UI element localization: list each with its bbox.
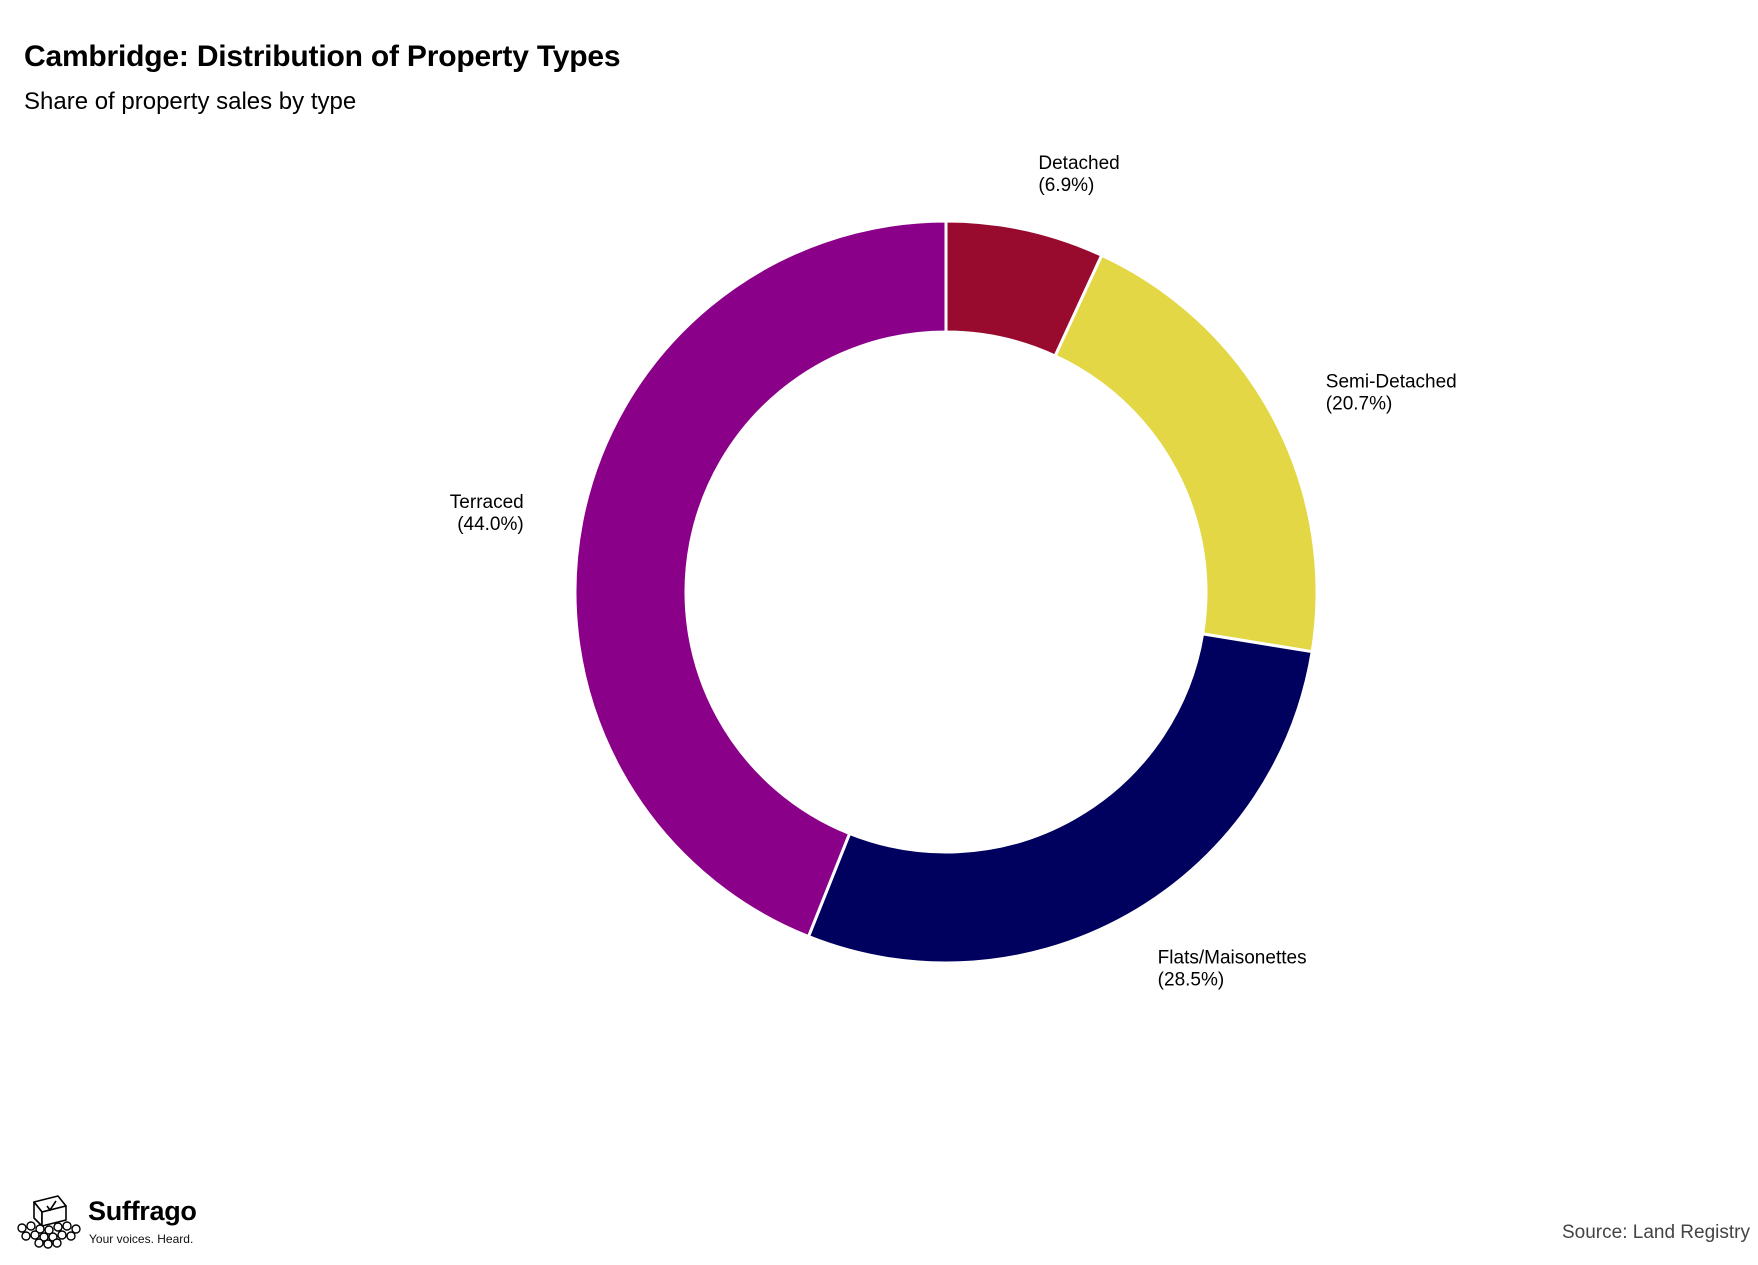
slice-label-value: (28.5%) [1158,969,1225,990]
slice-label-value: (44.0%) [457,514,524,535]
brand-name: Suffrago [88,1196,197,1226]
slice-terraced [573,219,948,939]
donut-slices [573,219,1319,965]
slice-label-detached: Detached (6.9%) [1038,153,1119,196]
slice-semi-detached [1053,253,1319,654]
slice-labels: Detached (6.9%) Semi-Detached (20.7%) Flats/… [450,153,1457,990]
slice-label-name: Semi-Detached [1326,372,1457,393]
slice-flats-maisonettes [806,632,1314,965]
slice-label-terraced: Terraced (44.0%) [450,492,524,535]
slice-label-semi-detached: Semi-Detached (20.7%) [1326,372,1457,415]
source-note: Source: Land Registry [1562,1222,1750,1243]
chart-subtitle: Share of property sales by type [24,88,357,115]
brand-tagline: Your voices. Heard. [89,1232,194,1246]
suffrago-logo-icon [17,1195,81,1249]
slice-label-name: Terraced [450,492,524,513]
slice-label-flats-maisonettes: Flats/Maisonettes (28.5%) [1158,947,1307,990]
slice-label-name: Flats/Maisonettes [1158,947,1307,968]
slice-label-value: (20.7%) [1326,393,1393,414]
chart-title: Cambridge: Distribution of Property Type… [24,40,621,73]
slice-label-name: Detached [1038,153,1119,174]
slice-label-value: (6.9%) [1038,175,1094,196]
